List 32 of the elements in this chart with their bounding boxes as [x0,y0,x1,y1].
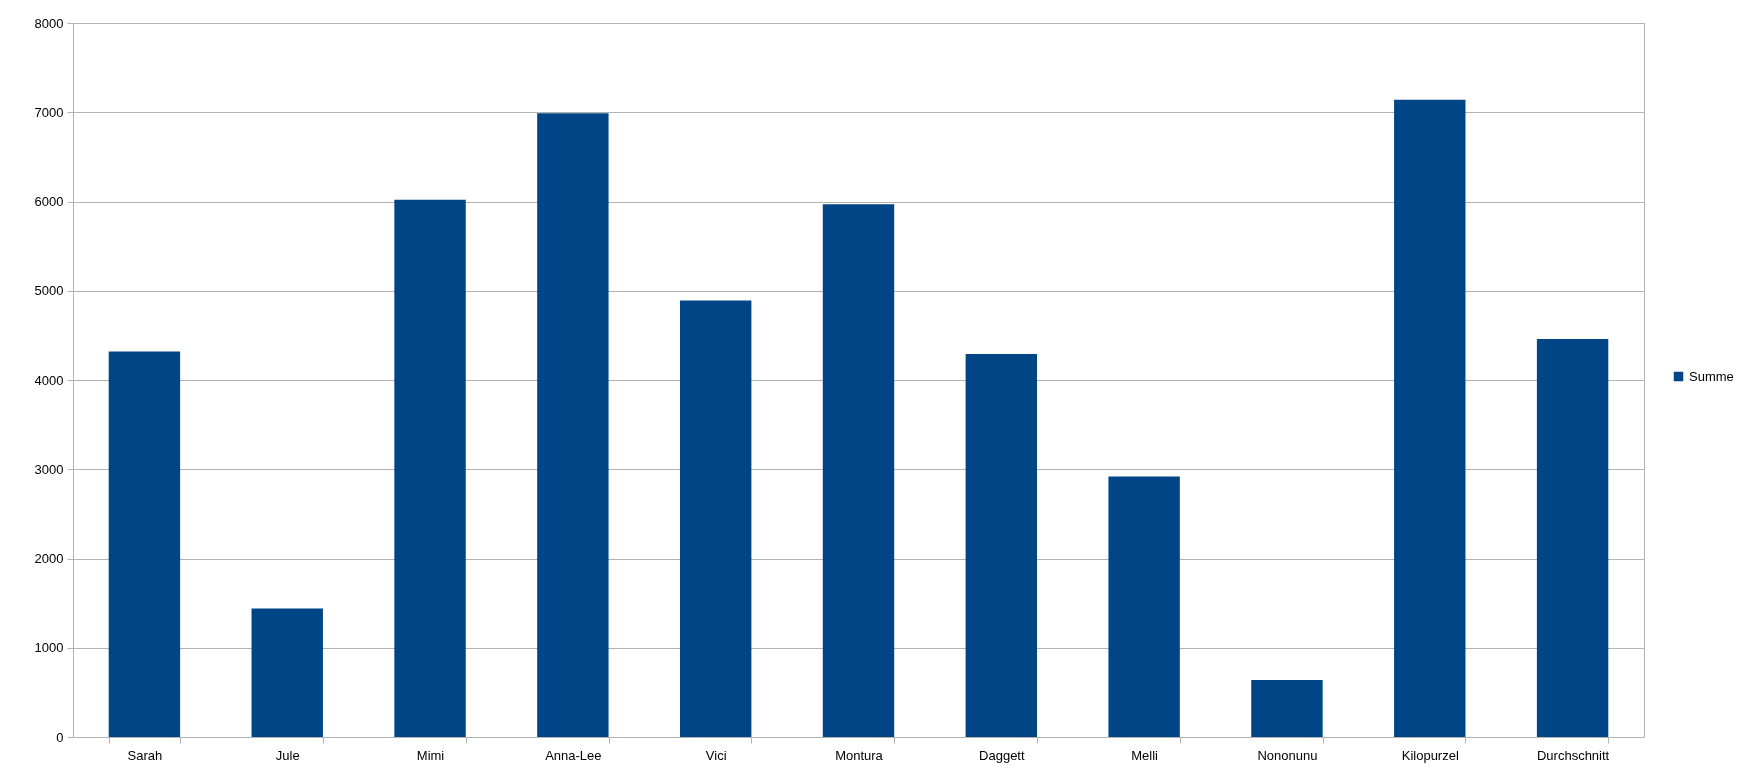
y-tick-label: 7000 [34,104,64,120]
x-tick-label: Sarah [127,747,163,763]
y-tick-label: 1000 [34,640,64,656]
bar [537,113,609,737]
x-tick-label: Vici [705,747,727,763]
y-tick-label: 4000 [34,372,64,388]
y-tick-label: 5000 [34,283,64,299]
x-tick-label: Daggett [979,747,1025,763]
bar [965,354,1038,737]
x-tick-label: Nononunu [1257,747,1318,763]
x-tick-label: Melli [1131,747,1159,763]
y-tick-label: 0 [56,729,64,745]
y-tick-label: 3000 [34,461,64,477]
bar [1251,679,1323,737]
y-tick-label: 6000 [34,194,64,209]
bar [679,300,752,737]
x-tick-label: Kilopurzel [1401,747,1459,763]
x-tick-label: Jule [275,747,300,763]
bar [394,199,466,737]
bar [1108,476,1180,737]
x-tick-label: Montura [835,747,884,763]
x-tick-label: Anna-Lee [545,747,602,763]
bar [251,608,323,737]
y-tick-label: 8000 [34,15,64,31]
y-tick-label: 2000 [34,551,64,566]
x-tick-label: Durchschnitt [1536,747,1610,763]
x-tick-label: Mimi [416,747,445,763]
bar [1394,99,1466,737]
bar [1536,338,1609,737]
legend-label: Summe [1689,368,1734,384]
bar [108,351,181,737]
bar [822,204,895,737]
